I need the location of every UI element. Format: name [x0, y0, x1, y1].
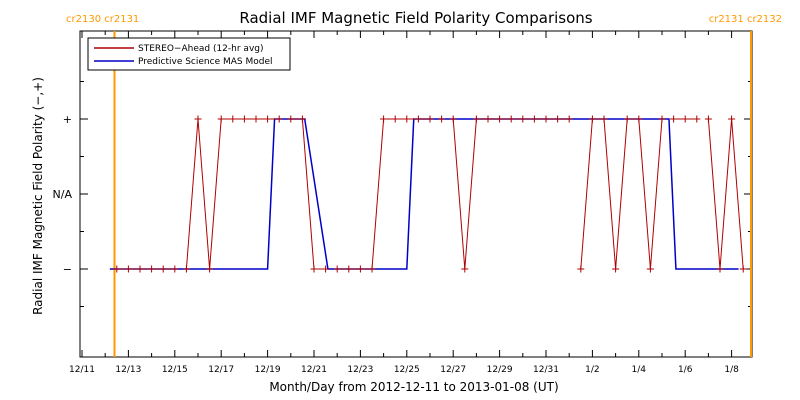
- y-axis-label: Radial IMF Magnetic Field Polarity (−,+): [31, 77, 45, 315]
- x-tick-label: 12/21: [301, 365, 327, 375]
- stereo-data-point: [159, 265, 167, 273]
- tick-marks: [80, 31, 752, 357]
- x-tick-label: 12/11: [69, 365, 95, 375]
- stereo-data-point: [414, 115, 422, 123]
- stereo-data-point: [588, 115, 596, 123]
- x-tick-label: 12/25: [394, 365, 420, 375]
- stereo-data-point: [646, 265, 654, 273]
- stereo-data-point: [693, 115, 701, 123]
- legend-box: [87, 37, 291, 71]
- stereo-data-point: [136, 265, 144, 273]
- stereo-line-segment: [337, 118, 430, 270]
- stereo-data-point: [229, 115, 237, 123]
- stereo-data-point: [577, 265, 585, 273]
- stereo-data-point: [310, 265, 318, 273]
- stereo-data-point: [182, 265, 190, 273]
- x-axis-label: Month/Day from 2012-12-11 to 2013-01-08 …: [269, 380, 558, 394]
- stereo-data-point: [322, 265, 330, 273]
- x-tick-label: 12/15: [162, 365, 188, 375]
- carrington-label: cr2131 cr2132: [709, 14, 782, 25]
- stereo-data-point: [704, 115, 712, 123]
- stereo-data-point: [658, 115, 666, 123]
- stereo-line-segment: [707, 118, 744, 270]
- stereo-data-point: [449, 115, 457, 123]
- stereo-data-point: [623, 115, 631, 123]
- legend-label-stereo: STEREO−Ahead (12-hr avg): [138, 44, 264, 54]
- x-tick-label: 12/13: [115, 365, 141, 375]
- stereo-data-point: [194, 115, 202, 123]
- carrington-markers: cr2130 cr2131 cr2131 cr2132: [66, 14, 782, 357]
- stereo-data-point: [612, 265, 620, 273]
- tick-labels: 12/11 12/13 12/15 12/17 12/19 12/21 12/23 12/25…: [53, 113, 740, 375]
- x-tick-label: 1/6: [678, 365, 693, 375]
- y-tick-label: N/A: [53, 188, 73, 201]
- stereo-line-segment: [185, 118, 280, 270]
- plot-frame: [79, 30, 753, 358]
- stereo-data-point: [635, 115, 643, 123]
- stereo-data-point: [542, 115, 550, 123]
- stereo-data-point: [206, 265, 214, 273]
- x-tick-label: 12/23: [347, 365, 373, 375]
- stereo-data-point: [287, 115, 295, 123]
- stereo-ahead-series: [113, 115, 747, 273]
- x-tick-label: 12/19: [255, 365, 281, 375]
- stereo-data-point: [484, 115, 492, 123]
- stereo-data-point: [124, 265, 132, 273]
- stereo-data-point: [472, 115, 480, 123]
- stereo-data-point: [507, 115, 515, 123]
- x-tick-label: 12/17: [208, 365, 234, 375]
- stereo-data-point: [240, 115, 248, 123]
- stereo-data-point: [426, 115, 434, 123]
- stereo-data-point: [565, 115, 573, 123]
- stereo-data-point: [739, 265, 747, 273]
- stereo-data-point: [461, 265, 469, 273]
- stereo-data-point: [716, 265, 724, 273]
- stereo-data-point: [728, 115, 736, 123]
- x-tick-label: 1/8: [724, 365, 739, 375]
- stereo-line-segment: [580, 118, 663, 270]
- x-tick-label: 1/2: [585, 365, 599, 375]
- stereo-data-point: [356, 265, 364, 273]
- stereo-data-point: [368, 265, 376, 273]
- stereo-data-point: [681, 115, 689, 123]
- stereo-data-point: [496, 115, 504, 123]
- stereo-data-point: [554, 115, 562, 123]
- x-tick-label: 12/27: [440, 365, 466, 375]
- x-tick-label: 12/31: [533, 365, 559, 375]
- stereo-data-point: [403, 115, 411, 123]
- stereo-data-point: [530, 115, 538, 123]
- chart-title: Radial IMF Magnetic Field Polarity Compa…: [239, 9, 592, 27]
- stereo-data-point: [380, 115, 388, 123]
- stereo-data-point: [345, 265, 353, 273]
- stereo-data-point: [252, 115, 260, 123]
- carrington-label: cr2130 cr2131: [66, 14, 139, 25]
- legend: STEREO−Ahead (12-hr avg) Predictive Scie…: [87, 37, 291, 71]
- stereo-line-segment: [452, 118, 570, 270]
- stereo-data-point: [217, 115, 225, 123]
- stereo-data-point: [275, 115, 283, 123]
- stereo-data-point: [600, 115, 608, 123]
- stereo-data-point: [264, 115, 272, 123]
- stereo-line-segment: [290, 118, 326, 270]
- stereo-data-point: [113, 265, 121, 273]
- stereo-data-point: [438, 115, 446, 123]
- stereo-data-point: [391, 115, 399, 123]
- stereo-data-point: [148, 265, 156, 273]
- y-tick-label: −: [63, 263, 72, 276]
- y-tick-label: +: [63, 113, 72, 126]
- legend-label-mas: Predictive Science MAS Model: [138, 57, 273, 67]
- stereo-data-point: [298, 115, 306, 123]
- stereo-data-point: [333, 265, 341, 273]
- x-tick-label: 12/29: [487, 365, 513, 375]
- stereo-data-point: [670, 115, 678, 123]
- stereo-data-point: [519, 115, 527, 123]
- x-tick-label: 1/4: [632, 365, 647, 375]
- stereo-data-point: [171, 265, 179, 273]
